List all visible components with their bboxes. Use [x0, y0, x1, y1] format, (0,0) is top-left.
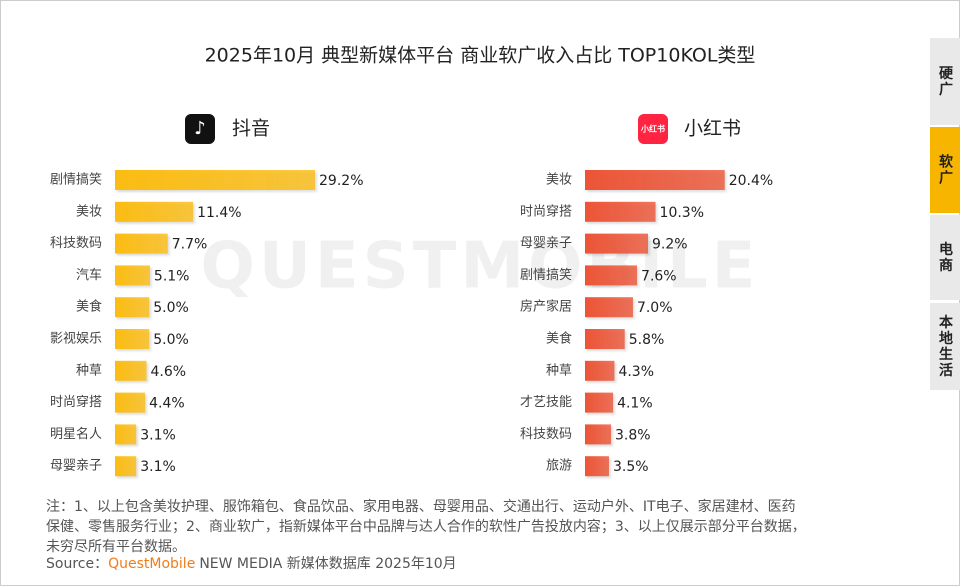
bar	[585, 424, 612, 445]
value-label: 5.1%	[154, 268, 190, 284]
value-label: 9.2%	[652, 237, 688, 253]
bar	[115, 329, 150, 349]
watermark: QUESTMOBILE	[200, 230, 759, 304]
value-label: 3.5%	[613, 459, 649, 475]
chart-title: 小红书	[684, 118, 741, 140]
tab-bg	[930, 303, 960, 390]
bar	[115, 233, 168, 254]
value-label: 5.0%	[153, 300, 189, 316]
category-label: 美食	[546, 331, 572, 347]
category-label: 种草	[546, 363, 572, 378]
value-label: 20.4%	[729, 173, 773, 189]
bar	[585, 170, 725, 190]
bar	[115, 456, 137, 477]
category-label: 美妆	[76, 204, 102, 219]
category-label: 时尚穿搭	[50, 394, 102, 410]
category-label: 剧情搞笑	[50, 172, 102, 188]
source-text: NEW MEDIA 新媒体数据库 2025年10月	[199, 556, 456, 572]
tab-label: 本地生活	[937, 314, 953, 379]
tab-bg	[930, 127, 960, 213]
bar	[585, 392, 614, 413]
tab-label: 软广	[937, 153, 953, 186]
bar	[585, 201, 656, 222]
value-label: 4.4%	[149, 396, 185, 412]
value-label: 4.6%	[151, 364, 187, 380]
category-label: 母婴亲子	[520, 236, 572, 251]
category-label: 旅游	[546, 459, 572, 474]
bar	[115, 201, 194, 222]
bar	[585, 233, 649, 254]
value-label: 3.8%	[615, 427, 651, 443]
category-label: 母婴亲子	[50, 459, 102, 474]
tab[interactable]: 软广	[930, 127, 960, 213]
bar	[115, 360, 147, 381]
tab[interactable]: 本地生活	[930, 303, 960, 390]
category-label: 汽车	[76, 267, 102, 283]
xhs-icon-label: 小红书	[640, 124, 665, 134]
value-label: 4.1%	[617, 396, 653, 412]
category-label: 剧情搞笑	[520, 267, 572, 283]
bar	[585, 360, 615, 381]
value-label: 7.7%	[172, 237, 208, 253]
bar	[585, 297, 633, 318]
source: Source：QuestMobile NEW MEDIA 新媒体数据库 2025年…	[46, 556, 457, 572]
category-label: 科技数码	[50, 236, 102, 251]
value-label: 7.0%	[637, 300, 673, 316]
note-line: 未穷尽所有平台数据。	[46, 539, 186, 555]
category-label: 美食	[76, 299, 102, 315]
value-label: 11.4%	[197, 205, 241, 221]
category-label: 美妆	[546, 173, 572, 188]
source-label: Source：	[46, 556, 108, 572]
category-label: 影视娱乐	[50, 332, 102, 347]
tab-bg	[930, 215, 960, 300]
category-label: 种草	[76, 363, 102, 378]
bar	[115, 424, 137, 445]
source-brand: QuestMobile	[108, 556, 195, 572]
value-label: 5.8%	[629, 332, 665, 348]
category-label: 明星名人	[50, 426, 102, 442]
bar	[115, 297, 150, 318]
category-label: 时尚穿搭	[520, 203, 572, 219]
bar	[115, 265, 150, 286]
bar	[585, 329, 625, 349]
bar	[115, 170, 316, 190]
value-label: 29.2%	[319, 173, 363, 189]
value-label: 4.3%	[618, 364, 654, 380]
tab[interactable]: 硬广	[930, 38, 960, 125]
value-label: 7.6%	[641, 268, 677, 284]
category-label: 房产家居	[520, 299, 572, 315]
category-label: 科技数码	[520, 427, 572, 442]
note-line: 保健、零售服务行业；2、商业软广，指新媒体平台中品牌与达人合作的软性广告投放内容…	[46, 518, 806, 535]
tab-label: 电商	[937, 241, 953, 274]
tab[interactable]: 电商	[930, 215, 960, 300]
douyin-icon	[185, 114, 215, 144]
category-label: 才艺技能	[520, 395, 572, 410]
xhs-icon	[638, 114, 668, 144]
tab-bg	[930, 38, 960, 125]
value-label: 5.0%	[153, 332, 189, 348]
note-line: 注：1、以上包含美妆护理、服饰箱包、食品饮品、家用电器、母婴用品、交通出行、运动…	[46, 498, 796, 515]
bar	[585, 456, 609, 477]
page-title: 2025年10月 典型新媒体平台 商业软广收入占比 TOP10KOL类型	[205, 45, 756, 67]
chart-title: 抖音	[232, 118, 270, 140]
value-label: 3.1%	[140, 427, 176, 443]
value-label: 3.1%	[140, 459, 176, 475]
bar	[585, 265, 638, 286]
value-label: 10.3%	[660, 205, 704, 221]
bar	[115, 392, 146, 413]
tab-label: 硬广	[937, 66, 953, 98]
douyin-glyph: ♪	[194, 118, 206, 139]
